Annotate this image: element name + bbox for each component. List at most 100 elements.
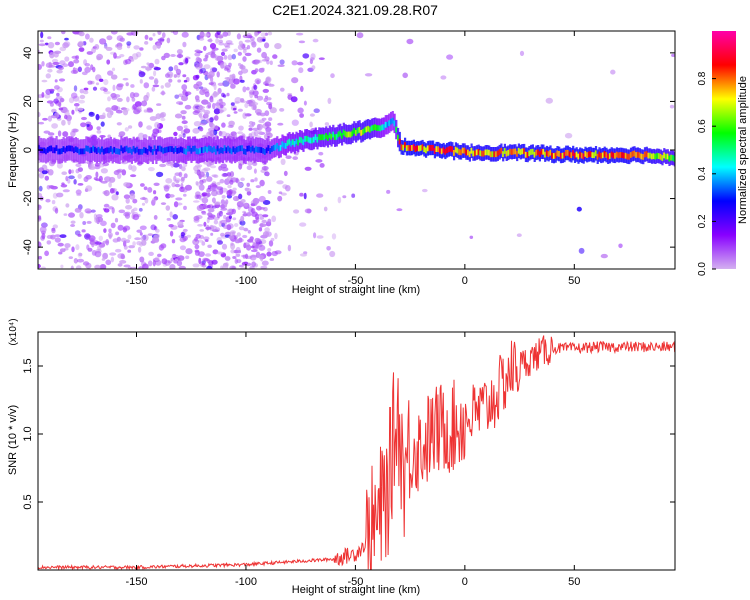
spectrogram-ridge-cell	[409, 145, 412, 151]
spectrogram-ridge-cell	[381, 124, 384, 131]
spectrogram-noise-cell	[171, 239, 176, 244]
spectrogram-noise-cell	[237, 44, 245, 51]
spectrogram-ridge-cell	[596, 153, 599, 160]
spectrogram-noise-cell	[103, 203, 110, 208]
spectrogram-noise-cell	[70, 220, 76, 224]
spectrogram-noise-cell	[205, 52, 209, 60]
spectrogram-noise-cell	[157, 253, 162, 258]
spectrogram-ridge-cell	[671, 155, 675, 161]
spectrogram-noise-cell	[76, 258, 85, 263]
spectrogram-noise-cell	[51, 58, 59, 63]
spectrogram-noise-cell	[58, 107, 64, 111]
spectrogram-noise-cell	[122, 227, 128, 233]
spectrogram-noise-cell	[124, 211, 131, 216]
spectrogram-ridge-cell	[127, 147, 130, 154]
spectrogram-ridge-cell	[367, 125, 370, 132]
spectrogram-ridge-cell	[167, 146, 170, 153]
spectrogram-ridge-cell	[43, 147, 46, 154]
spectrogram-ridge-cell	[202, 147, 205, 153]
spectrogram-ridge-cell	[137, 148, 140, 155]
spectrogram-noise-cell	[193, 121, 202, 127]
spectrogram-noise-cell	[223, 55, 228, 60]
spectrogram-noise-cell	[210, 99, 214, 103]
spectrogram-noise-cell	[216, 31, 221, 36]
spectrogram-noise-cell	[152, 44, 157, 51]
spectrogram-ridge-cell	[81, 148, 84, 155]
spectrogram-noise-cell	[209, 43, 217, 49]
spectrogram-noise-cell	[99, 135, 106, 138]
spectrogram-ridge-cell	[230, 148, 233, 155]
spectrogram-ridge-cell	[139, 148, 142, 155]
spectrogram-noise-cell	[143, 186, 148, 191]
spectrogram-noise-cell	[77, 233, 82, 237]
spectrogram-noise-cell	[195, 74, 200, 79]
spectrogram-ridge-cell	[379, 125, 382, 132]
spectrogram-noise-cell	[54, 41, 61, 46]
spectrogram-noise-cell	[131, 208, 135, 215]
spectrogram-ridge-cell	[556, 150, 559, 157]
spectrogram-noise-cell	[117, 172, 122, 179]
spectrogram-ridge-cell	[277, 145, 281, 152]
spectrogram-ridge-cell	[372, 124, 375, 131]
spectrogram-noise-cell	[38, 185, 43, 192]
spectrogram-x-tick-label: -150	[125, 275, 147, 287]
spectrogram-ridge-cell	[638, 152, 641, 159]
spectrogram-ridge-cell	[69, 145, 72, 152]
spectrogram-ridge-cell	[673, 156, 675, 162]
spectrogram-noise-cell	[164, 259, 171, 266]
spectrogram-noise-cell	[180, 232, 186, 237]
spectrogram-ridge-cell	[300, 137, 303, 144]
spectrogram-ridge-cell	[260, 147, 263, 153]
spectrogram-noise-cell	[76, 193, 82, 197]
spectrogram-noise-cell	[219, 210, 223, 217]
spectrogram-x-tick-label: -100	[235, 275, 257, 287]
spectrogram-noise-cell	[73, 85, 78, 92]
spectrogram-noise-cell	[242, 34, 250, 39]
spectrogram-ridge-cell	[629, 152, 633, 158]
spectrogram-noise-cell	[54, 237, 61, 243]
spectrogram-ridge-cell	[286, 140, 289, 146]
spectrogram-noise-cell	[193, 200, 200, 203]
spectrogram-noise-cell	[231, 53, 236, 60]
spectrogram-noise-cell	[235, 196, 239, 200]
spectrogram-noise-cell	[184, 104, 192, 110]
spectrogram-noise-cell	[38, 64, 42, 70]
spectrogram-noise-cell	[175, 68, 182, 75]
spectrogram-noise-cell	[194, 52, 201, 57]
spectrogram-ridge-cell	[220, 147, 223, 154]
spectrogram-noise-cell	[203, 64, 211, 70]
spectrogram-ridge-cell	[458, 149, 461, 155]
spectrogram-noise-cell	[56, 92, 60, 97]
spectrogram-noise-cell	[124, 127, 129, 132]
spectrogram-noise-cell	[228, 215, 232, 220]
spectrogram-ridge-cell	[204, 145, 207, 152]
spectrogram-noise-cell	[71, 109, 75, 115]
spectrogram-ridge-cell	[531, 148, 534, 155]
spectrogram-noise-cell	[283, 170, 288, 177]
spectrogram-ridge-cell	[552, 153, 556, 159]
spectrogram-noise-cell	[364, 73, 373, 77]
spectrogram-ridge-cell	[517, 147, 520, 154]
spectrogram-ridge-cell	[489, 151, 492, 158]
spectrogram-noise-cell	[291, 77, 299, 84]
spectrogram-noise-cell	[38, 43, 46, 47]
spectrogram-y-axis: -40 -20 0 20 40	[22, 47, 675, 255]
spectrogram-ridge-cell	[587, 151, 591, 158]
spectrogram-noise-cell	[99, 78, 104, 83]
spectrogram-ridge-cell	[393, 120, 396, 127]
spectrogram-noise-cell	[75, 189, 82, 195]
spectrogram-ridge-cell	[148, 145, 151, 152]
spectrogram-noise-cell	[259, 179, 265, 187]
spectrogram-noise-cell	[202, 203, 208, 209]
spectrogram-noise-cell	[204, 54, 209, 59]
spectrogram-ridge-cell	[351, 130, 354, 137]
spectrogram-noise-cell	[232, 187, 237, 191]
spectrogram-noise-cell	[115, 231, 120, 236]
spectrogram-noise-cell	[297, 107, 304, 114]
spectrogram-ridge-cell	[636, 151, 640, 158]
spectrogram-noise-cell	[237, 108, 243, 112]
spectrogram-noise-cell	[326, 246, 331, 251]
spectrogram-noise-cell	[96, 130, 102, 134]
spectrogram-ridge-cell	[64, 147, 67, 154]
spectrogram-ridge-cell	[407, 145, 410, 151]
